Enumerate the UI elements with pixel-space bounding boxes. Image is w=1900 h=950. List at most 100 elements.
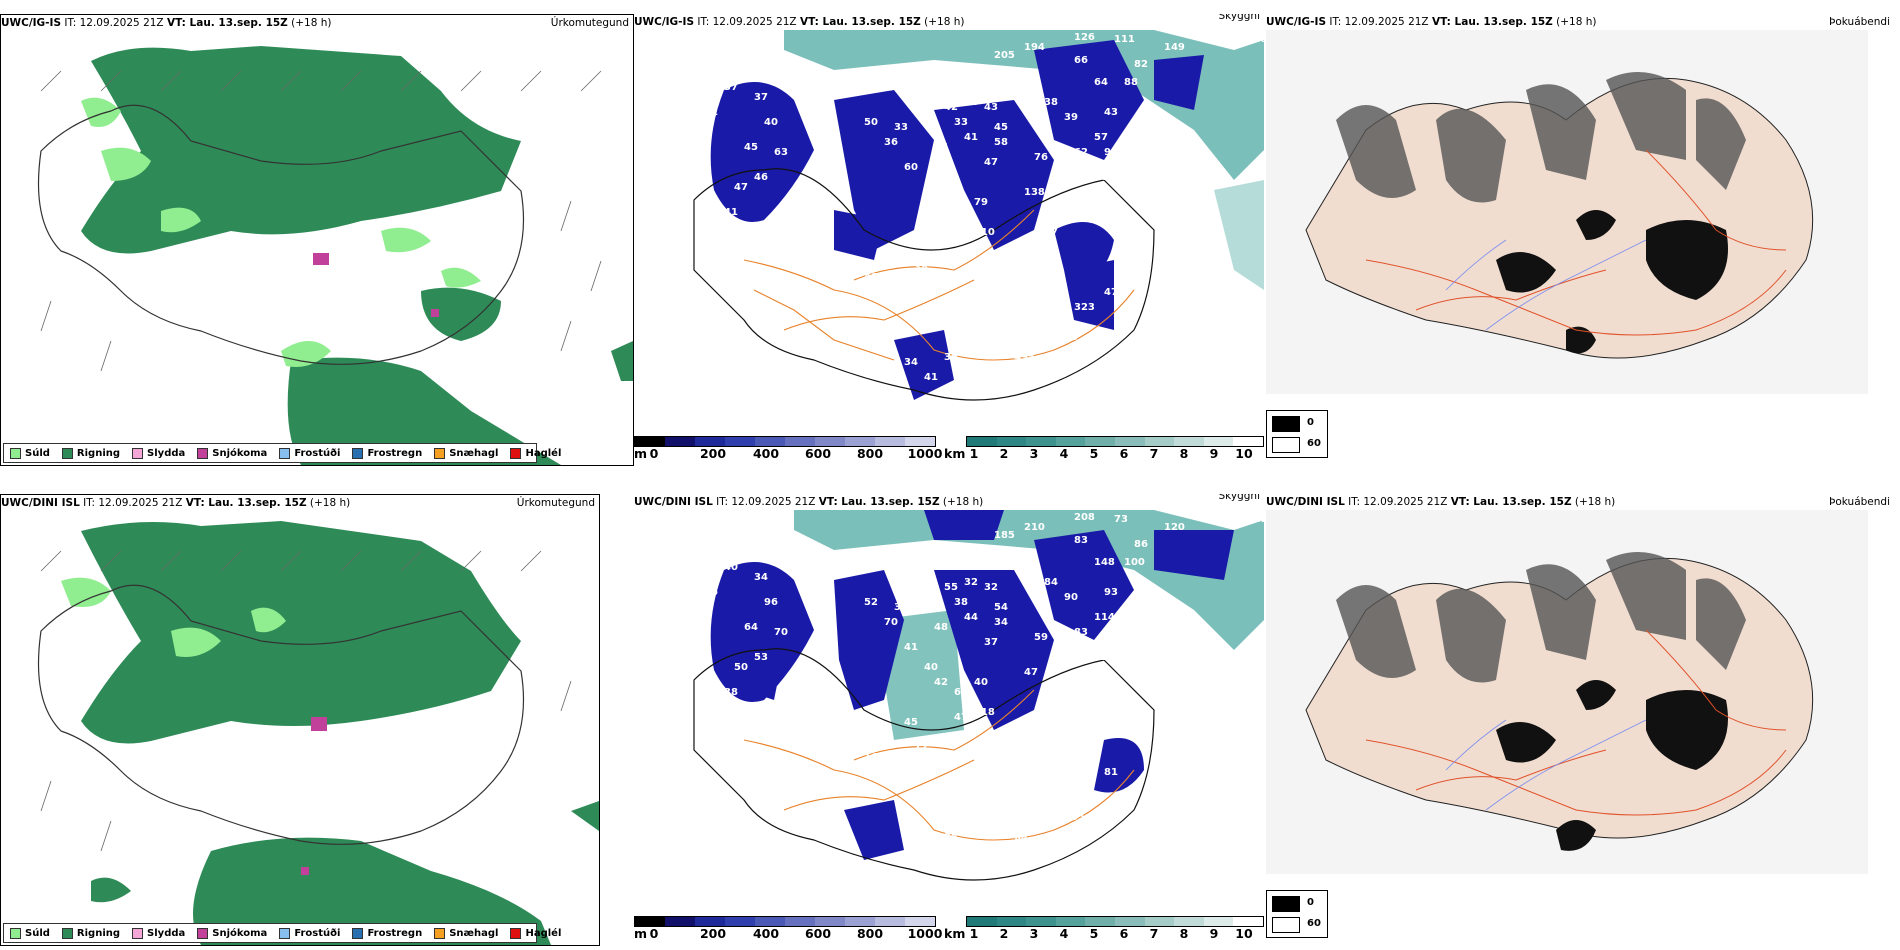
panel-name: Úrkomutegund: [550, 17, 629, 29]
ceiling-value-label: 66: [1074, 55, 1088, 66]
ceiling-value-label: 118: [974, 707, 995, 718]
ceiling-value-label: 41: [724, 207, 738, 218]
fog-index-panel-row1: UWC/IG-IS IT: 12.09.2025 21Z VT: Lau. 13…: [1266, 14, 1900, 464]
legend-item-haglel: Haglél: [510, 927, 561, 939]
ceiling-value-label: 193: [954, 812, 975, 823]
ceiling-tick: 1000: [907, 926, 943, 941]
legend-swatch: [434, 447, 446, 459]
fog-legend-white: [1272, 917, 1300, 933]
ceiling-value-label: 86: [1134, 539, 1148, 550]
ceiling-value-label: 81: [1104, 767, 1118, 778]
legend-item-rigning: Rigning: [61, 447, 120, 459]
legend-swatch: [132, 447, 144, 459]
ceiling-value-label: 79: [974, 197, 988, 208]
ceiling-value-label: 96: [764, 597, 778, 608]
ceiling-value-label: 70: [884, 617, 898, 628]
legend-swatch: [510, 447, 522, 459]
ceiling-value-label: 100: [1124, 557, 1145, 568]
ceiling-value-label: 50: [734, 662, 748, 673]
ceiling-value-label: 45: [744, 142, 758, 153]
legend-swatch: [132, 927, 144, 939]
visibility-tick: 9: [1209, 926, 1219, 941]
ceiling-value-label: 91: [1104, 147, 1118, 158]
legend-item-frostudi: Frostúði: [279, 447, 340, 459]
ceiling-tick: 1000: [907, 446, 943, 461]
ceiling-value-label: 33: [954, 117, 968, 128]
ceiling-value-label: 44: [924, 182, 938, 193]
ceiling-value-label: 37: [724, 82, 738, 93]
ceiling-value-label: 43: [1104, 107, 1118, 118]
ceiling-value-label: 40: [924, 662, 938, 673]
ceiling-tick: 600: [804, 446, 832, 461]
ceiling-value-label: 48: [934, 622, 948, 633]
visibility-tick: 2: [999, 446, 1009, 461]
fog-index-panel-row2: UWC/DINI ISL IT: 12.09.2025 21Z VT: Lau.…: [1266, 494, 1900, 944]
ceiling-value-label: 172: [1044, 762, 1065, 773]
ceiling-value-label: 61: [784, 222, 798, 233]
visibility-tick: 5: [1089, 926, 1099, 941]
ceiling-tick: 0: [649, 926, 659, 941]
fog-legend-black: [1272, 416, 1300, 432]
ceiling-tick: 800: [856, 926, 884, 941]
ceiling-value-label: 45: [904, 717, 918, 728]
ceiling-value-label: 89: [814, 222, 828, 233]
legend-swatch: [10, 447, 21, 459]
ceiling-value-label: 52: [954, 232, 968, 243]
legend-swatch: [510, 927, 522, 939]
visibility-tick: 6: [1119, 446, 1129, 461]
ceiling-value-label: 323: [1074, 302, 1095, 313]
ceiling-colorbar-swatches: [634, 916, 936, 927]
ceiling-tick: 600: [804, 926, 832, 941]
ceiling-value-label: 355: [1064, 812, 1085, 823]
ceiling-value-label: 64: [1014, 832, 1028, 843]
panel-title: UWC/DINI ISL IT: 12.09.2025 21Z VT: Lau.…: [1266, 496, 1890, 508]
legend-swatch: [61, 447, 73, 459]
legend-item-frostregn: Frostregn: [352, 927, 422, 939]
ceiling-value-label: 36: [944, 352, 958, 363]
ceiling-tick: 200: [699, 926, 727, 941]
ceiling-value-label: 53: [754, 652, 768, 663]
ceiling-value-label: 120: [1164, 522, 1185, 533]
visibility-colorbar-swatches: [966, 916, 1264, 927]
ceiling-value-label: 76: [1034, 152, 1048, 163]
fog-legend-low: 60: [1307, 438, 1321, 449]
cloud-ceiling-panel-row1: UWC/IG-IS IT: 12.09.2025 21Z VT: Lau. 13…: [634, 14, 1264, 464]
visibility-tick: 3: [1029, 446, 1039, 461]
ceiling-value-label: 66: [794, 697, 808, 708]
visibility-tick: 10: [1235, 926, 1253, 941]
ceiling-value-label: 46: [754, 172, 768, 183]
ceiling-colorbar: m 0 200 400 600 800 1000: [634, 432, 954, 464]
ceiling-value-label: 60: [904, 162, 918, 173]
visibility-tick: 1: [969, 926, 979, 941]
precip-type-panel-row2: UWC/DINI ISL IT: 12.09.2025 21Z VT: Lau.…: [0, 494, 600, 946]
ceiling-value-label: 82: [1134, 59, 1148, 70]
ceiling-visibility-map: 47 37 37 31 73 40 45 63 46 47 41 61 33 37 89 50 33 36 48 42…: [634, 30, 1264, 428]
panel-title: UWC/IG-IS IT: 12.09.2025 21Z VT: Lau. 13…: [634, 14, 1264, 30]
ceiling-value-label: 57: [1094, 132, 1108, 143]
visibility-tick: 10: [1235, 446, 1253, 461]
ceiling-value-label: 52: [1094, 652, 1108, 663]
ceiling-unit: m: [634, 926, 648, 941]
ceiling-value-label: 210: [974, 227, 995, 238]
ceiling-value-label: 90: [1064, 592, 1078, 603]
ceiling-value-label: 42: [934, 677, 948, 688]
ceiling-value-label: 37: [794, 217, 808, 228]
legend-swatch: [279, 927, 291, 939]
ceiling-value-label: 43: [1114, 312, 1128, 323]
ceiling-value-label: 32: [984, 582, 998, 593]
ceiling-value-label: 41: [964, 132, 978, 143]
ceiling-tick: 200: [699, 446, 727, 461]
legend-item-snjokoma: Snjókoma: [197, 927, 267, 939]
fog-legend-low: 60: [1307, 918, 1321, 929]
ceiling-value-label: 45: [994, 122, 1008, 133]
ceiling-value-label: 54: [994, 797, 1008, 808]
ceiling-unit: m: [634, 446, 648, 461]
ceiling-value-label: 83: [1074, 627, 1088, 638]
ceiling-value-label: 52: [864, 597, 878, 608]
ceiling-value-label: 55: [914, 582, 928, 593]
ceiling-value-label: 26: [934, 142, 948, 153]
ceiling-value-label: 50: [954, 332, 968, 343]
ceiling-value-label: 48: [914, 102, 928, 113]
ceiling-value-label: 64: [744, 622, 758, 633]
legend-item-frostudi: Frostúði: [279, 927, 340, 939]
